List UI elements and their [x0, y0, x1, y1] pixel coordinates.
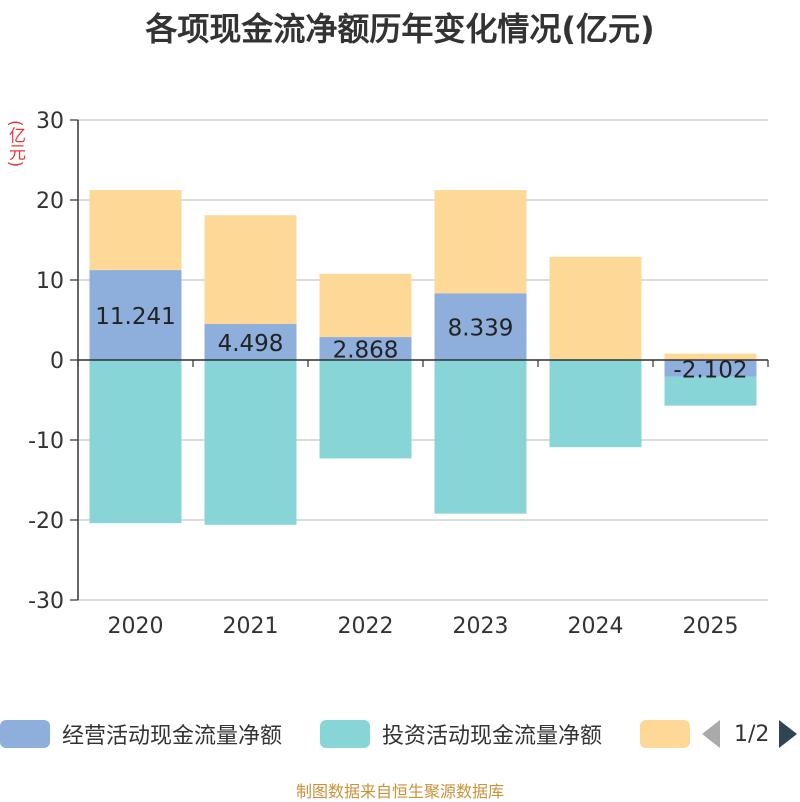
legend-prev-icon[interactable]	[702, 720, 720, 748]
data-label-2025: -2.102	[673, 357, 747, 383]
data-label-2020: 11.241	[95, 304, 175, 330]
bar-2021-series-1	[204, 360, 297, 525]
x-tick-label-2021: 2021	[223, 614, 279, 639]
legend-item-operating[interactable]: 经营活动现金流量净额	[0, 716, 282, 752]
legend: 经营活动现金流量净额 投资活动现金流量净额 1/2	[0, 716, 800, 752]
legend-swatch-financing	[640, 720, 690, 748]
x-tick-label-2024: 2024	[568, 614, 624, 639]
data-label-2021: 4.498	[218, 331, 284, 357]
legend-next-icon[interactable]	[779, 720, 798, 748]
data-label-2023: 8.339	[448, 316, 514, 342]
legend-item-financing[interactable]	[640, 716, 690, 752]
y-tick-label: -30	[28, 589, 64, 614]
source-footer: 制图数据来自恒生聚源数据库	[295, 782, 504, 801]
legend-swatch-investing	[320, 720, 370, 748]
y-tick-label: 0	[50, 349, 64, 374]
bar-2025-series-0	[664, 360, 757, 377]
bar-2024-series-1	[549, 360, 642, 448]
bar-2023-series-1	[434, 360, 527, 514]
y-tick-label: 10	[36, 269, 64, 294]
y-axis-label: (亿元)	[5, 120, 25, 168]
legend-swatch-operating	[0, 720, 50, 748]
y-tick-label: 30	[36, 109, 64, 134]
bar-2025-series-2	[664, 353, 757, 360]
x-tick-label-2023: 2023	[453, 614, 509, 639]
legend-label-operating: 经营活动现金流量净额	[62, 724, 283, 749]
bar-2022-series-2	[319, 273, 412, 338]
x-tick-label-2022: 2022	[338, 614, 394, 639]
bar-2021-series-0	[204, 324, 297, 360]
bar-2021-series-2	[204, 215, 297, 325]
bar-2023-series-2	[434, 190, 527, 294]
data-label-2022: 2.868	[333, 338, 399, 364]
chart-svg: 30 20 10 0 -10 -20 -30 2020 2021 2022 2023 2024 2025…	[28, 109, 769, 639]
legend-label-investing: 投资活动现金流量净额	[382, 724, 603, 749]
bar-2025-series-1	[664, 376, 757, 406]
bar-2020-series-1	[89, 360, 182, 524]
x-tick-label-2025: 2025	[683, 614, 739, 639]
y-tick-label: -20	[28, 509, 64, 534]
x-tick-label-2020: 2020	[108, 614, 164, 639]
y-tick-label: 20	[36, 189, 64, 214]
y-tick-label: -10	[28, 429, 64, 454]
legend-item-investing[interactable]: 投资活动现金流量净额	[320, 716, 602, 752]
bar-2020-series-0	[89, 270, 182, 360]
chart-title: 各项现金流净额历年变化情况(亿元)	[145, 10, 655, 48]
legend-pager: 1/2	[700, 716, 800, 752]
legend-page-indicator: 1/2	[734, 721, 770, 747]
bar-2023-series-0	[434, 293, 527, 360]
bar-2024-series-2	[549, 256, 642, 360]
bar-2022-series-1	[319, 360, 412, 459]
bar-2020-series-2	[89, 190, 182, 271]
bar-2022-series-0	[319, 337, 412, 360]
